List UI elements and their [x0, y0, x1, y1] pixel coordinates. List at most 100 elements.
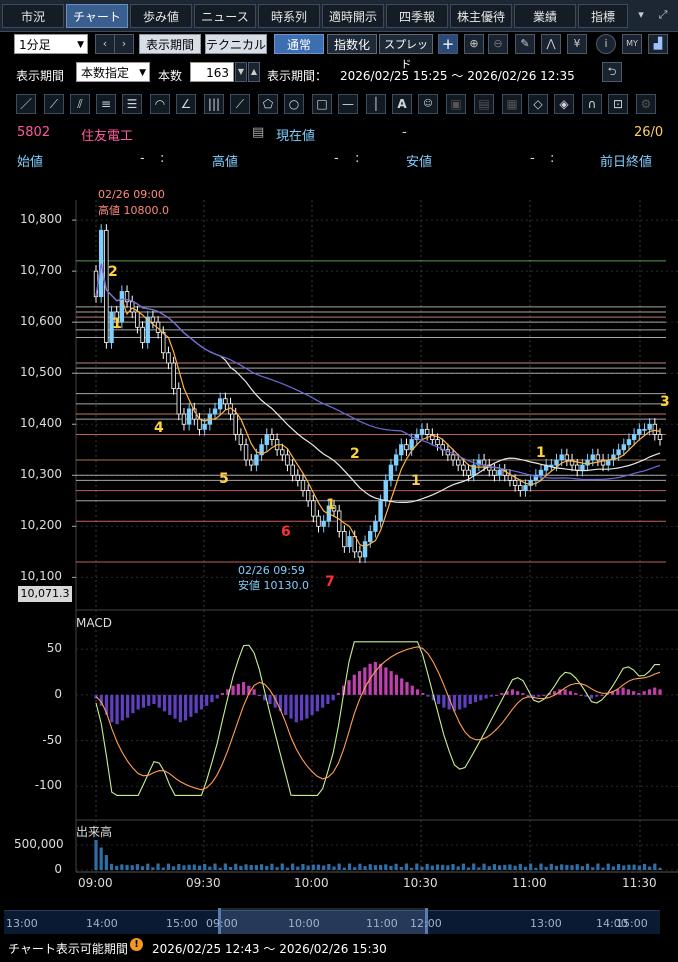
spread-button[interactable]: スプレッド [379, 34, 433, 71]
hline-tool-icon[interactable]: — [338, 94, 358, 114]
chevron-right-icon[interactable]: › [114, 34, 134, 54]
volume-bar [591, 867, 595, 870]
tab-bar: 市況 チャート 歩み値 ニュース 時系列 適時開示 四季報 株主優待 業績 指標… [0, 0, 678, 32]
edit-tool-icon[interactable]: ▦ [502, 94, 522, 114]
zoom-in-icon[interactable]: ⊕ [464, 34, 484, 54]
interval-select[interactable]: 1分足 ▼ [14, 34, 88, 54]
tab-earnings[interactable]: 業績 [514, 4, 576, 28]
stepper-up-icon[interactable]: ▲ [248, 62, 260, 82]
volume-bar [523, 866, 528, 870]
macd-histogram-bar [568, 691, 572, 695]
navigator-window[interactable] [218, 908, 428, 934]
area-chart-icon[interactable]: ▟ [648, 34, 668, 54]
undo-icon[interactable]: ⮌ [602, 62, 622, 82]
signal-label: 7 [325, 574, 335, 590]
group-tool-icon[interactable]: ▣ [446, 94, 466, 114]
macd-histogram-bar [178, 694, 182, 723]
period-button[interactable]: 表示期間 [139, 34, 201, 54]
tab-timeseries[interactable]: 時系列 [258, 4, 320, 28]
open-label: 始値 [17, 155, 44, 170]
period-mode-select[interactable]: 本数指定 ▼ [76, 62, 150, 82]
tab-market[interactable]: 市況 [2, 4, 64, 28]
macd-histogram-bar [347, 680, 351, 695]
candle-body [657, 434, 663, 440]
copy-tool-icon[interactable]: ▤ [474, 94, 494, 114]
volume-bar [327, 863, 331, 870]
candle-body [368, 531, 373, 543]
vline-tool-icon[interactable]: │ [366, 94, 386, 114]
magnet-tool-icon[interactable]: ∩ [582, 94, 602, 114]
circle-tool-icon[interactable]: ○ [284, 94, 304, 114]
macd-histogram-bar [458, 694, 462, 710]
stepper-down-icon[interactable]: ▼ [235, 62, 247, 82]
tab-tick[interactable]: 歩み値 [130, 4, 192, 28]
lock-tool-icon[interactable]: ⊡ [608, 94, 628, 114]
volume-bar [130, 865, 134, 870]
expand-icon[interactable]: ⤢ [658, 8, 668, 21]
tab-news[interactable]: ニュース [194, 4, 256, 28]
signal-icon[interactable]: ⋀ [541, 34, 561, 54]
macd-histogram-bar [379, 663, 383, 695]
rect-tool-icon[interactable]: □ [312, 94, 332, 114]
tab-indicators[interactable]: 指標 [578, 4, 628, 28]
arc-tool-icon[interactable]: ◠ [150, 94, 170, 114]
macd-histogram-bar [589, 694, 594, 699]
vlines-tool-icon[interactable]: ||| [204, 94, 224, 114]
eraser-tool-icon[interactable]: ◇ [528, 94, 548, 114]
macd-histogram-bar [447, 694, 451, 710]
tab-chart[interactable]: チャート [66, 4, 128, 28]
volume-bar [389, 865, 393, 870]
volume-bar [446, 865, 450, 870]
navigator[interactable] [4, 910, 660, 935]
macd-histogram-bar [131, 694, 135, 714]
volume-bar [358, 863, 362, 870]
count-input[interactable]: 163 [190, 62, 234, 82]
macd-histogram-bar [336, 693, 341, 695]
plus-icon[interactable]: + [438, 34, 458, 54]
parallel-tool-icon[interactable]: ⫽ [70, 94, 90, 114]
tab-shikiho[interactable]: 四季報 [386, 4, 448, 28]
volume-bar [399, 866, 403, 870]
price-chart[interactable] [0, 170, 678, 910]
macd-histogram-bar [141, 694, 146, 708]
chevron-down-icon[interactable]: ▾ [638, 8, 644, 21]
candle-body [492, 469, 497, 476]
volume-bar [472, 863, 476, 870]
signal-label: 3 [660, 394, 670, 410]
tab-disclosure[interactable]: 適時開示 [322, 4, 384, 28]
my-chart-icon[interactable]: MY [622, 34, 642, 54]
fan-tool-icon[interactable]: ∠ [176, 94, 196, 114]
normal-button[interactable]: 通常 [274, 34, 324, 54]
signal-label: 1 [326, 497, 336, 513]
erase-all-tool-icon[interactable]: ◈ [554, 94, 574, 114]
y-tick-label: 10,400 [20, 416, 62, 431]
icon-tool-icon[interactable]: ☺ [418, 94, 438, 114]
navigator-tick-label: 10:00 [288, 917, 320, 930]
fib-tool-icon[interactable]: ☰ [122, 94, 142, 114]
candle-body [238, 434, 244, 446]
volume-bar [259, 864, 264, 870]
chevron-left-icon[interactable]: ‹ [95, 34, 115, 54]
index-button[interactable]: 指数化 [327, 34, 377, 54]
technical-button[interactable]: テクニカル [205, 34, 267, 54]
macd-histogram-bar [299, 694, 304, 721]
pencil-icon[interactable]: ✎ [515, 34, 535, 54]
zoom-out-icon[interactable]: ⊖ [488, 34, 508, 54]
volume-bar [497, 865, 502, 870]
line-tool-icon[interactable]: ／ [16, 94, 36, 114]
low-annotation-time: 02/26 09:59 [238, 564, 305, 577]
yen-icon[interactable]: ¥ [567, 34, 587, 54]
gann-tool-icon[interactable]: ⟋ [230, 94, 250, 114]
volume-bar [606, 863, 610, 870]
hlines-tool-icon[interactable]: ≡ [96, 94, 116, 114]
ruler-tool-icon[interactable]: ⟋ [44, 94, 64, 114]
text-tool-icon[interactable]: A [392, 94, 412, 114]
volume-bar [456, 866, 460, 870]
gear-icon[interactable]: ⚙ [636, 94, 656, 114]
volume-bar [544, 866, 548, 870]
macd-histogram-bar [189, 694, 193, 717]
tab-benefits[interactable]: 株主優待 [450, 4, 512, 28]
info-icon[interactable]: i [596, 34, 616, 54]
navigator-tick-label: 13:00 [530, 917, 562, 930]
pentagon-tool-icon[interactable]: ⬠ [258, 94, 278, 114]
